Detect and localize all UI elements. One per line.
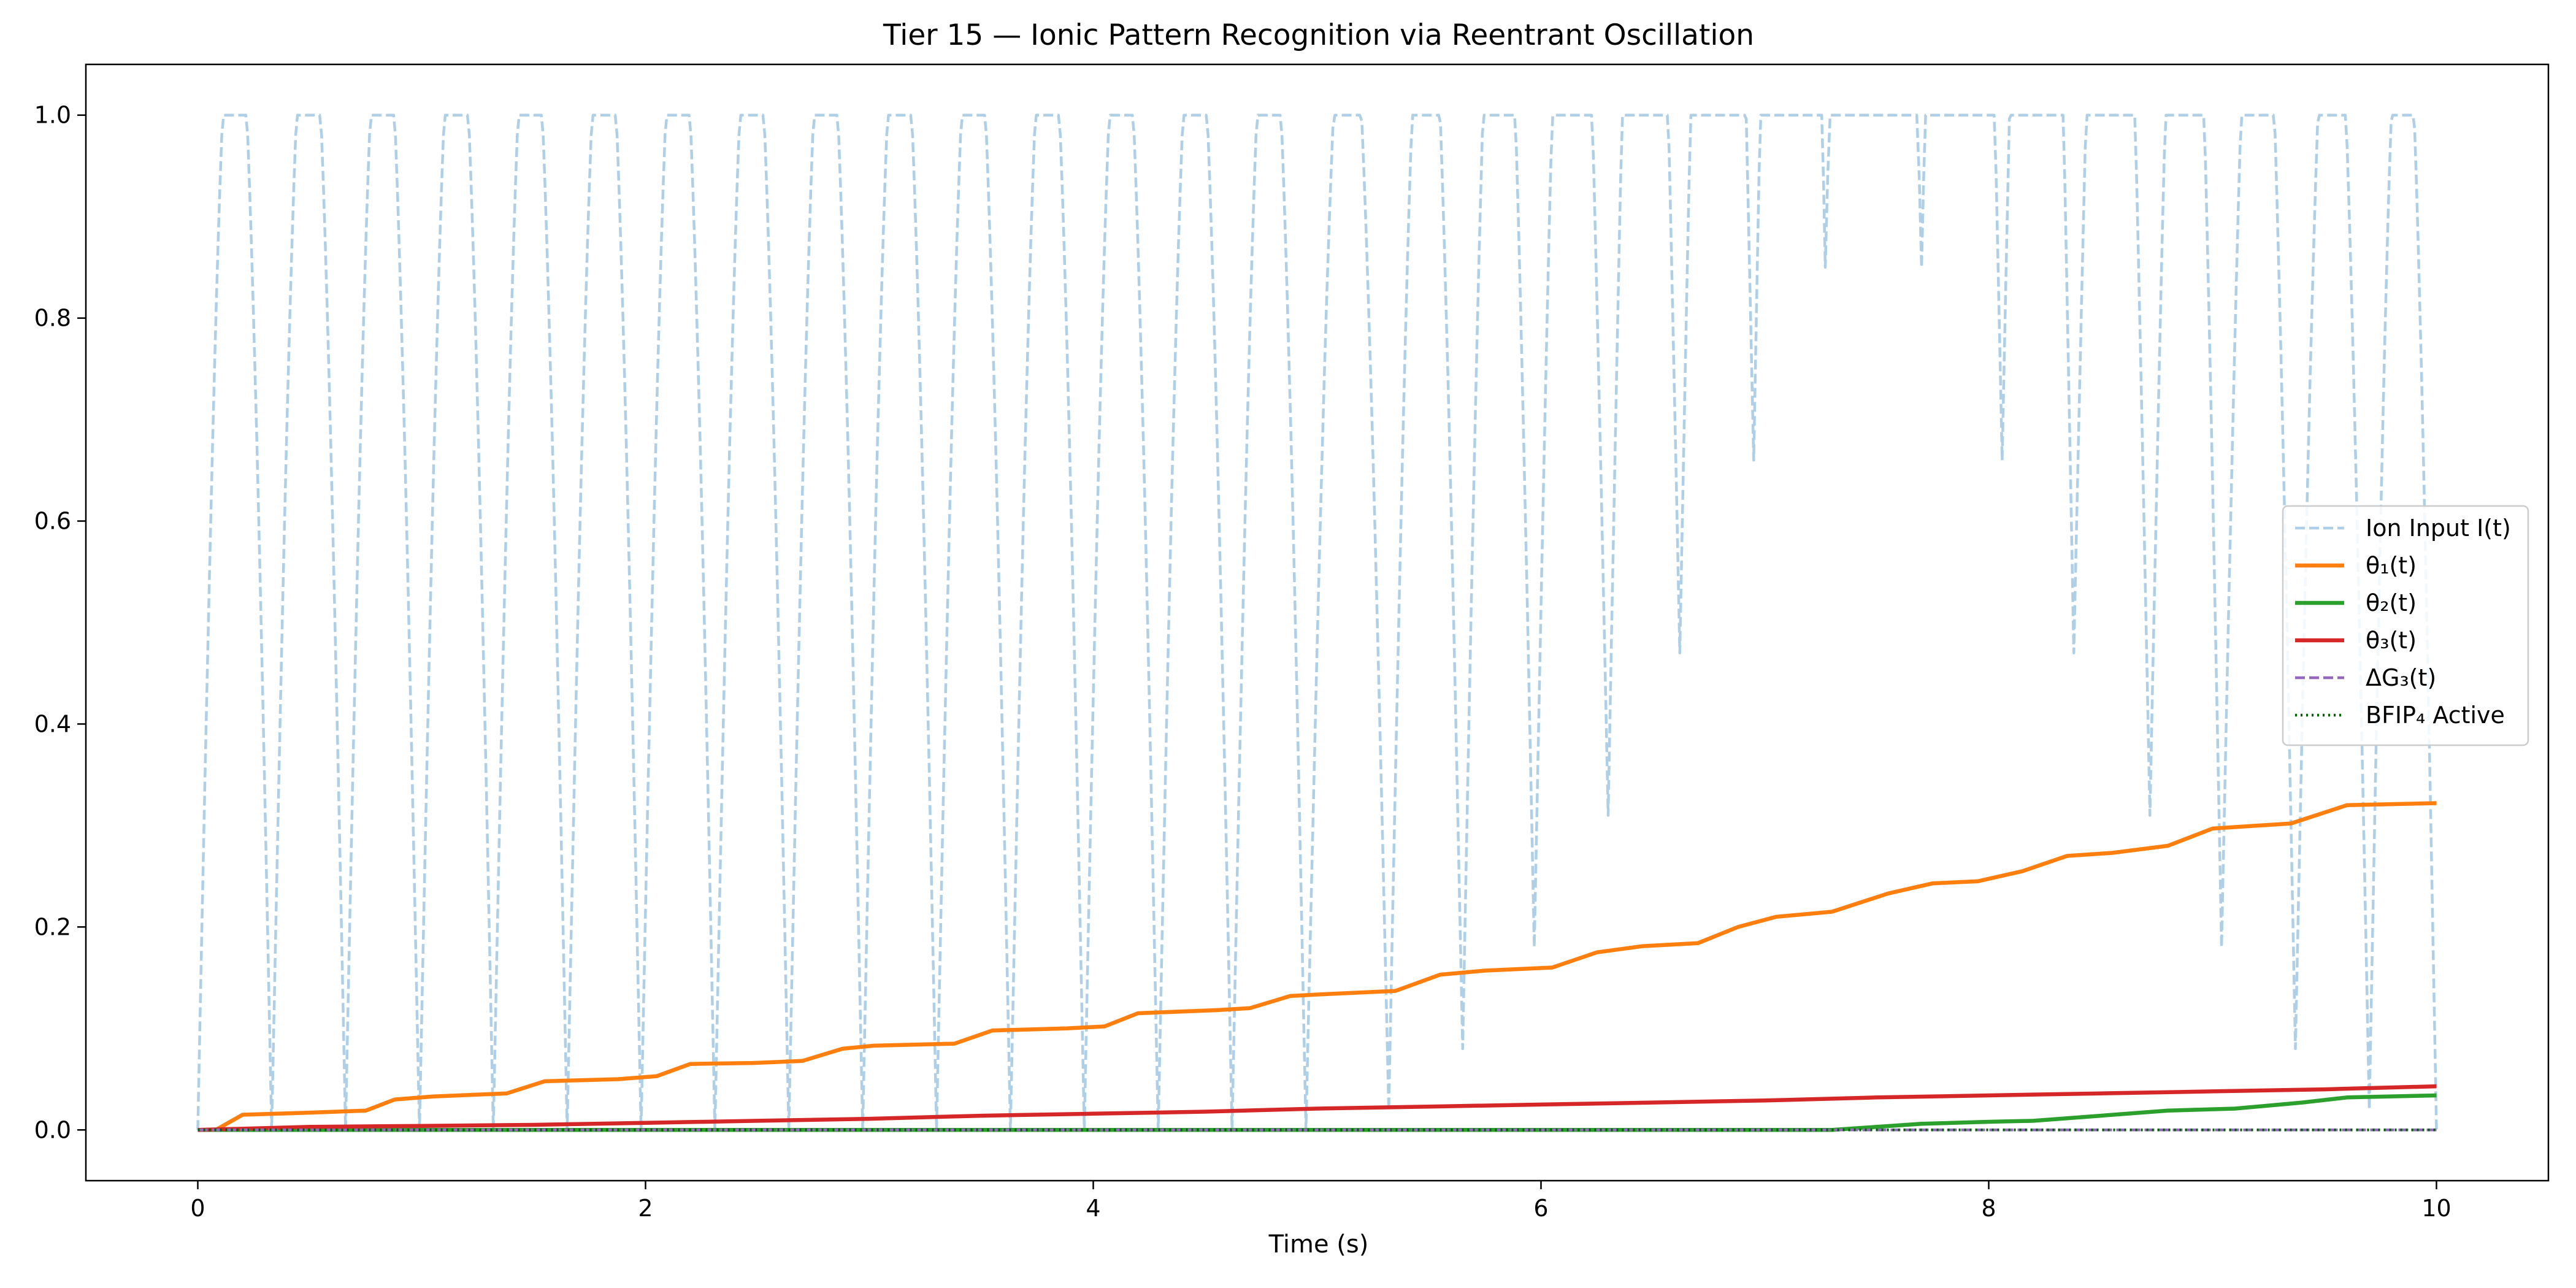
x-tick-label: 10 — [2421, 1195, 2451, 1222]
x-tick-label: 6 — [1533, 1195, 1548, 1222]
x-tick-label: 4 — [1086, 1195, 1100, 1222]
axes: 0 2 4 6 8 10 0.0 0.2 0.4 0.6 0.8 1.0 — [34, 63, 2550, 1222]
legend-item: ΔG₃(t) — [2295, 664, 2436, 691]
series-line-3 — [197, 1084, 2437, 1132]
plot-area — [196, 113, 2438, 1132]
legend-label: ΔG₃(t) — [2366, 664, 2436, 691]
x-tick-label: 0 — [190, 1195, 205, 1222]
axes-frame — [85, 63, 2550, 1182]
legend-label: θ₂(t) — [2366, 589, 2417, 616]
x-axis-label: Time (s) — [1268, 1230, 1369, 1259]
legend-label: BFIP₄ Active — [2366, 702, 2505, 729]
y-tick-label: 0.6 — [34, 508, 71, 535]
y-tick-label: 0.8 — [34, 305, 71, 332]
legend-label: θ₃(t) — [2366, 627, 2417, 654]
legend: Ion Input I(t) θ₁(t) θ₂(t) θ₃(t) ΔG₃(t) BFIP₄… — [2282, 505, 2529, 746]
legend-item: BFIP₄ Active — [2295, 702, 2505, 729]
y-tick-label: 0.4 — [34, 710, 71, 737]
legend-item: θ₁(t) — [2295, 552, 2417, 579]
legend-item: θ₂(t) — [2295, 589, 2417, 616]
x-tick-label: 2 — [638, 1195, 653, 1222]
series-line-1 — [197, 801, 2437, 1132]
legend-item: θ₃(t) — [2295, 627, 2417, 654]
legend-label: Ion Input I(t) — [2366, 515, 2511, 542]
series-1 — [197, 801, 2437, 1132]
y-tick-label: 0.2 — [34, 913, 71, 940]
y-tick-label: 0.0 — [34, 1116, 71, 1143]
legend-label: θ₁(t) — [2366, 552, 2417, 579]
legend-item: Ion Input I(t) — [2295, 515, 2511, 542]
y-tick-label: 1.0 — [34, 102, 71, 129]
series-2 — [197, 1093, 2437, 1132]
x-tick-label: 8 — [1981, 1195, 1996, 1222]
chart-title: Tier 15 — Ionic Pattern Recognition via … — [883, 18, 1754, 52]
series-3 — [197, 1084, 2437, 1132]
series-line-2 — [197, 1093, 2437, 1132]
